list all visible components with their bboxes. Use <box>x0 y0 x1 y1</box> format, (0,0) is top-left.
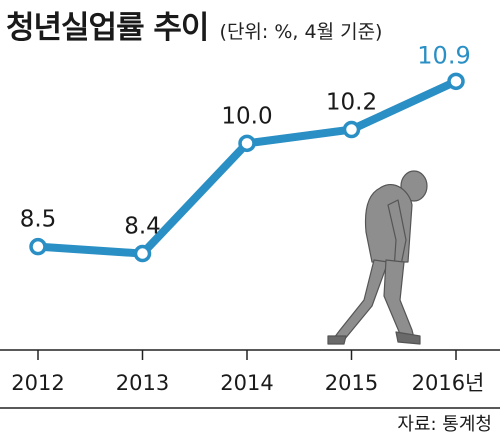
chart-subtitle: (단위: %, 4월 기준) <box>219 21 383 43</box>
data-label: 10.0 <box>221 103 272 129</box>
x-axis-ticks <box>37 350 457 360</box>
x-tick-label: 2014 <box>220 371 273 395</box>
chart-header: 청년실업률 추이 (단위: %, 4월 기준) <box>6 2 382 47</box>
data-label: 10.2 <box>326 90 377 116</box>
data-point <box>133 244 152 263</box>
x-tick-label: 2013 <box>116 371 169 395</box>
data-point <box>447 72 465 91</box>
data-point <box>29 237 47 256</box>
x-tick-label: 2016년 <box>412 371 485 395</box>
data-point <box>238 134 256 153</box>
data-label: 8.4 <box>124 214 161 240</box>
value-labels: 8.5 8.4 10.0 10.2 10.9 <box>20 41 471 239</box>
figure-front-leg <box>383 259 415 339</box>
x-tick-label: 2015 <box>325 371 378 395</box>
figure-front-shoe <box>395 331 421 345</box>
source-note: 자료: 통계청 <box>397 414 492 435</box>
chart-title: 청년실업률 추이 <box>6 10 209 46</box>
x-axis-tick-labels: 2012 2013 2014 2015 2016년 <box>11 371 484 395</box>
figure-torso <box>364 184 413 263</box>
dejected-man-illustration <box>327 170 428 345</box>
data-label: 10.9 <box>417 41 470 69</box>
figure-back-leg <box>333 259 389 341</box>
figure-back-shoe <box>327 335 347 345</box>
data-point <box>342 120 361 139</box>
series-markers <box>29 72 465 263</box>
data-label: 8.5 <box>20 207 57 233</box>
x-tick-label: 2012 <box>11 371 64 395</box>
